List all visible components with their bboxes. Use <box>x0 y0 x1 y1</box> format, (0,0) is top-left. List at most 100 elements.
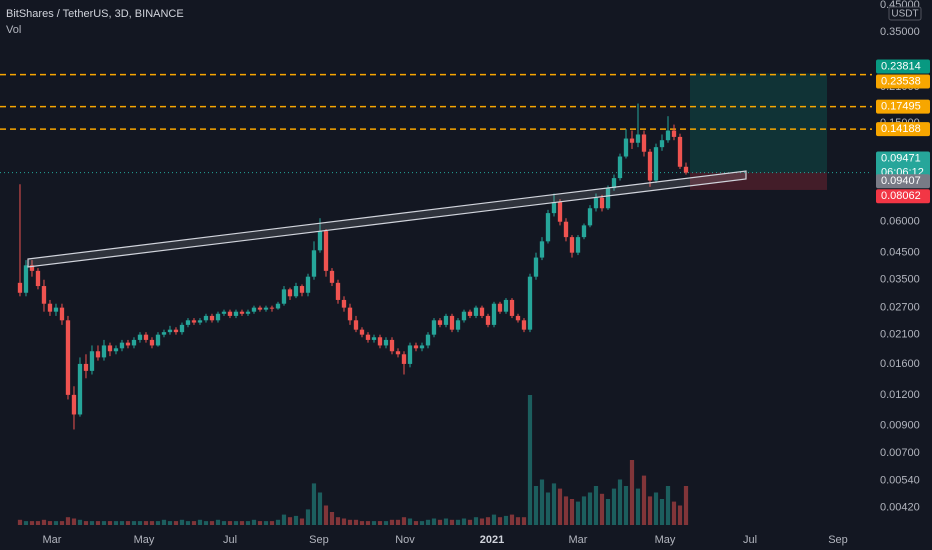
candle-body <box>635 134 641 143</box>
candle-body <box>185 320 191 325</box>
candle-body <box>587 208 593 226</box>
candle-body <box>89 351 95 371</box>
volume-bar <box>41 519 47 525</box>
volume-bar <box>287 517 293 525</box>
position-loss-zone <box>690 172 827 190</box>
x-tick-label: Sep <box>828 534 848 546</box>
volume-bar <box>593 486 599 525</box>
volume-bar <box>275 519 281 525</box>
y-tick-label: 0.01600 <box>880 358 920 370</box>
y-tick-label: 0.02700 <box>880 302 920 314</box>
volume-bar <box>257 521 263 525</box>
volume-bar <box>635 488 641 525</box>
candle-body <box>497 303 503 312</box>
volume-bar <box>335 517 341 525</box>
candle-body <box>551 202 557 214</box>
y-tick-label: 0.00700 <box>880 447 920 459</box>
volume-bar <box>53 521 59 525</box>
candle-body <box>83 363 89 371</box>
candle-body <box>173 329 179 333</box>
volume-bar <box>575 501 581 525</box>
candle-body <box>29 265 35 271</box>
price-tag-label: 0.14188 <box>881 123 921 135</box>
candle-body <box>383 339 389 346</box>
volume-bar <box>617 479 623 525</box>
candle-body <box>113 348 119 352</box>
candle-body <box>653 147 659 181</box>
volume-bar <box>479 518 485 525</box>
candle-body <box>239 311 245 314</box>
volume-bar <box>551 483 557 525</box>
volume-bar <box>587 492 593 525</box>
volume-bar <box>485 517 491 525</box>
position-profit-zone <box>690 73 827 173</box>
volume-bar <box>23 521 29 525</box>
x-tick-label: May <box>655 534 676 546</box>
volume-bar <box>677 505 683 525</box>
price-tag <box>876 174 930 189</box>
volume-bar <box>293 515 299 525</box>
volume-bar <box>401 517 407 525</box>
volume-bar <box>341 518 347 525</box>
volume-bar <box>173 521 179 525</box>
candle-body <box>311 250 317 277</box>
price-tag <box>876 59 930 74</box>
candle-body <box>647 151 653 181</box>
candle-body <box>155 334 161 346</box>
volume-bar <box>377 521 383 525</box>
candle-body <box>251 307 257 312</box>
y-tick-label: 0.02100 <box>880 329 920 341</box>
volume-bar <box>17 519 23 525</box>
x-tick-label: Jul <box>223 534 237 546</box>
candle-body <box>419 345 425 349</box>
y-tick-label: 0.04500 <box>880 247 920 259</box>
candle-body <box>665 130 671 141</box>
x-tick-label: 2021 <box>480 534 504 546</box>
y-tick-label: 0.06000 <box>880 216 920 228</box>
volume-bar <box>533 486 539 525</box>
volume-bar <box>653 492 659 525</box>
volume-bar <box>539 479 545 525</box>
candle-body <box>197 320 203 323</box>
volume-bar <box>167 521 173 525</box>
candle-body <box>683 166 689 173</box>
currency-label: USDT <box>891 9 918 20</box>
volume-bar <box>563 496 569 525</box>
candle-body <box>59 307 65 321</box>
volume-bar <box>113 521 119 525</box>
candle-body <box>293 286 299 297</box>
candle-body <box>203 315 209 321</box>
volume-bar <box>263 521 269 525</box>
candle-body <box>227 311 233 316</box>
candle-body <box>431 320 437 335</box>
candle-body <box>629 138 635 143</box>
volume-bar <box>605 499 611 525</box>
volume-bar <box>179 519 185 525</box>
volume-bar <box>413 521 419 525</box>
candle-body <box>71 394 77 415</box>
volume-bar <box>251 519 257 525</box>
candle-body <box>641 134 647 152</box>
price-tag-label: 0.17495 <box>881 100 921 112</box>
volume-bar <box>521 517 527 525</box>
candle-body <box>245 311 251 314</box>
candle-body <box>413 345 419 349</box>
candle-body <box>563 221 569 238</box>
volume-bar <box>641 475 647 525</box>
candle-body <box>461 311 467 321</box>
volume-bar <box>323 505 329 525</box>
volume-title: Vol <box>6 24 21 36</box>
volume-bar <box>629 460 635 525</box>
candle-body <box>305 276 311 293</box>
volume-bar <box>65 517 71 525</box>
volume-bar <box>227 521 233 525</box>
volume-bar <box>233 521 239 525</box>
trendline <box>27 170 747 268</box>
volume-bar <box>161 519 167 525</box>
volume-bar <box>581 496 587 525</box>
volume-bar <box>461 518 467 525</box>
volume-bar <box>347 519 353 525</box>
candle-body <box>107 345 113 352</box>
